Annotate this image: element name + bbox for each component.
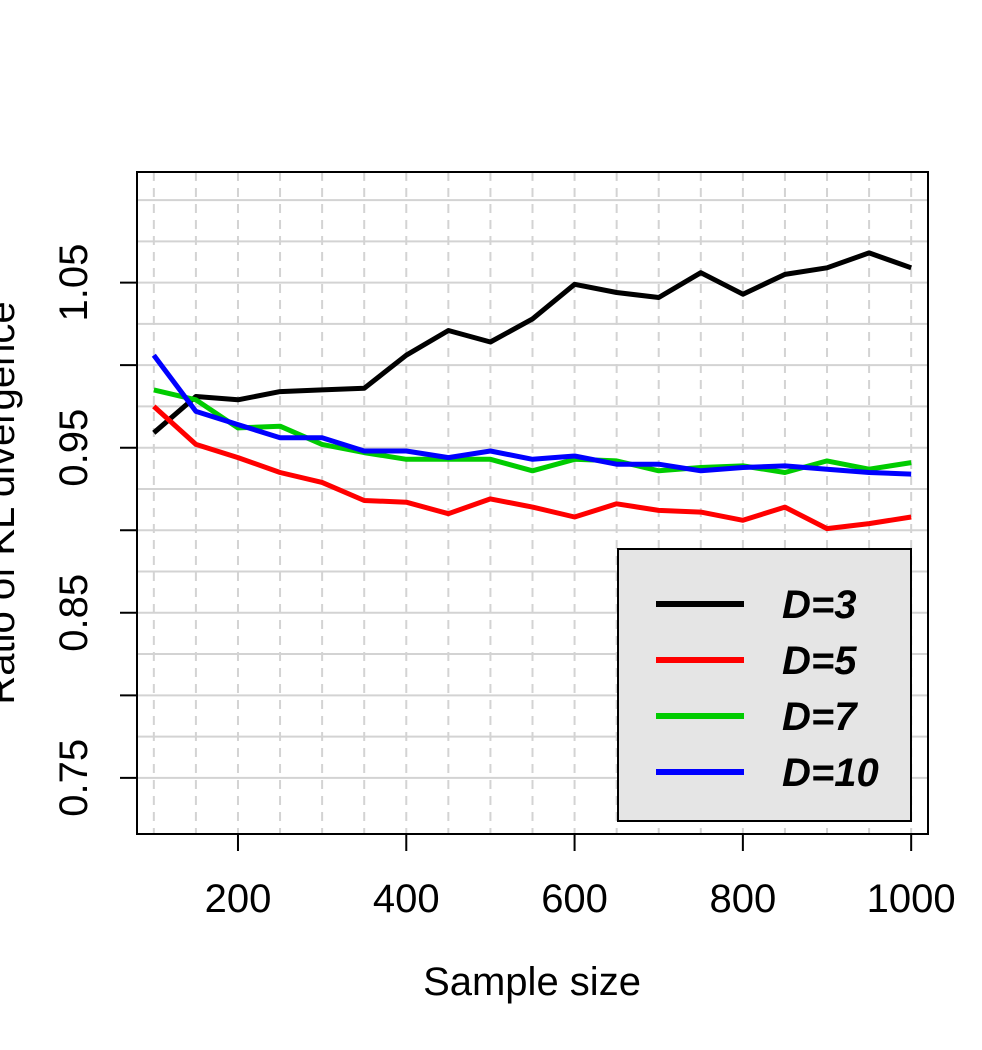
series-line-d10 [151, 353, 912, 477]
x-axis-title: Sample size [423, 960, 641, 1004]
x-tick-label: 200 [205, 877, 272, 921]
y-tick-label: 0.85 [52, 574, 96, 652]
x-tick-label: 1000 [867, 877, 956, 921]
legend-label-d3: D=3 [782, 583, 857, 627]
legend-box [617, 548, 912, 822]
series-line-d7 [153, 387, 912, 475]
x-tick-label: 800 [709, 877, 776, 921]
x-tick-label: 600 [541, 877, 608, 921]
y-tick-label: 0.95 [52, 409, 96, 487]
series-lines [151, 250, 913, 532]
legend: D=3 D=5 D=7 D=10 [617, 548, 912, 822]
legend-label-d5: D=5 [782, 639, 857, 683]
x-tick-label: 400 [373, 877, 440, 921]
series-line-d3 [152, 250, 913, 435]
y-tick-label: 1.05 [52, 244, 96, 322]
legend-label-d10: D=10 [782, 751, 879, 795]
axes: 200 400 600 800 1000 0.75 0.85 0.95 1.05 [52, 244, 956, 921]
y-tick-label: 0.75 [52, 739, 96, 817]
y-axis-title: Ratio of KL divergence [0, 301, 23, 704]
plot-area-frame [136, 171, 929, 835]
legend-label-d7: D=7 [782, 695, 858, 739]
series-line-d5 [152, 404, 912, 532]
